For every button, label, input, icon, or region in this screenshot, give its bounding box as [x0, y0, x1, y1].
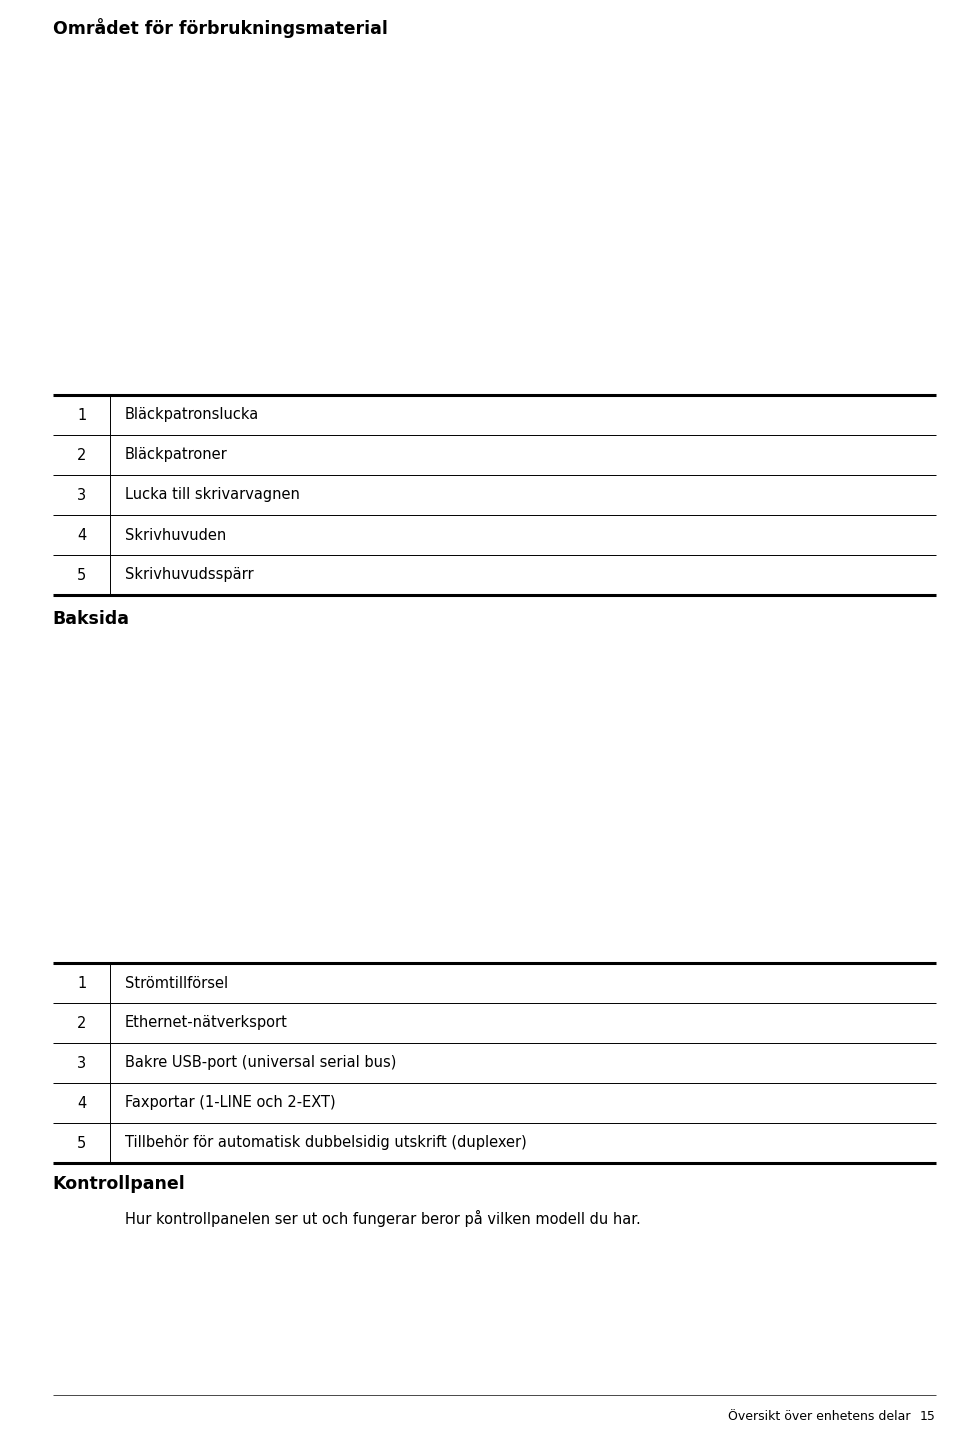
Text: Bläckpatronslucka: Bläckpatronslucka — [125, 408, 259, 422]
Text: 4: 4 — [77, 528, 86, 542]
Text: 2: 2 — [77, 1016, 86, 1030]
Bar — [53, 44, 936, 370]
Text: 3: 3 — [77, 488, 86, 502]
Text: 4: 4 — [77, 1095, 86, 1111]
Text: Hur kontrollpanelen ser ut och fungerar beror på vilken modell du har.: Hur kontrollpanelen ser ut och fungerar … — [125, 1210, 640, 1227]
Text: Ethernet-nätverksport: Ethernet-nätverksport — [125, 1016, 288, 1030]
Text: Bläckpatroner: Bläckpatroner — [125, 448, 228, 462]
Text: Området för förbrukningsmaterial: Området för förbrukningsmaterial — [53, 19, 388, 37]
Text: Kontrollpanel: Kontrollpanel — [53, 1175, 185, 1192]
Text: 1: 1 — [77, 408, 86, 422]
Text: Baksida: Baksida — [53, 610, 130, 629]
Text: Strömtillförsel: Strömtillförsel — [125, 976, 228, 990]
Text: Faxportar (1-LINE och 2-EXT): Faxportar (1-LINE och 2-EXT) — [125, 1095, 335, 1111]
Text: Översikt över enhetens delar: Översikt över enhetens delar — [729, 1411, 911, 1424]
Text: 5: 5 — [77, 1135, 86, 1151]
Text: 15: 15 — [920, 1411, 936, 1424]
Text: Bakre USB-port (universal serial bus): Bakre USB-port (universal serial bus) — [125, 1056, 396, 1071]
Text: Lucka till skrivarvagnen: Lucka till skrivarvagnen — [125, 488, 300, 502]
Bar — [53, 636, 936, 940]
Text: 5: 5 — [77, 567, 86, 583]
Text: 2: 2 — [77, 448, 86, 462]
Text: 3: 3 — [77, 1056, 86, 1071]
Text: 1: 1 — [77, 976, 86, 990]
Text: Skrivhuvudsspärr: Skrivhuvudsspärr — [125, 567, 253, 583]
Text: Skrivhuvuden: Skrivhuvuden — [125, 528, 226, 542]
Text: Tillbehör för automatisk dubbelsidig utskrift (duplexer): Tillbehör för automatisk dubbelsidig uts… — [125, 1135, 526, 1151]
